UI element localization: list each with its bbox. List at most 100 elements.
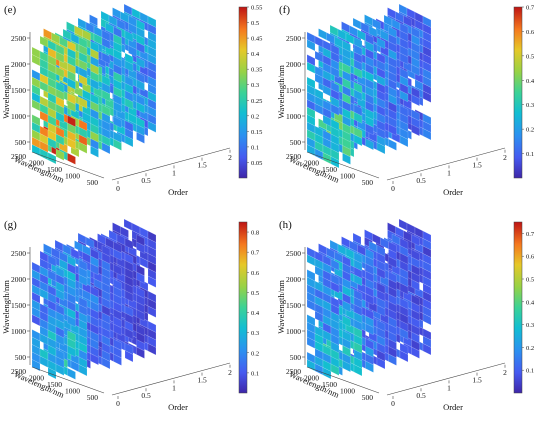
slice-cell	[330, 103, 340, 116]
colorbar-tick-label: 0.5	[526, 277, 534, 284]
slice-cell	[78, 96, 88, 109]
y-axis-label: Wavelength/nm	[1, 65, 11, 119]
x-tick-label: 0.5	[416, 391, 426, 400]
z-tick-label: 1500	[322, 165, 337, 174]
colorbar: 0.1 0.2 0.3 0.4 0.5 0.6 0.7	[513, 5, 535, 179]
y-tick-label: 1500	[286, 301, 301, 310]
y-axis: 2500 2000 1500 1000 500 Wavelength/nm	[1, 247, 31, 365]
z-axis-line	[31, 366, 105, 394]
slice-cell	[365, 360, 374, 373]
z-tick-label: 500	[362, 393, 374, 402]
slice-cell	[422, 343, 432, 356]
slice-cell	[101, 52, 111, 65]
z-tick-label: 1000	[340, 387, 355, 396]
x-tick-label: 0	[391, 399, 395, 408]
slice-cell	[113, 116, 122, 129]
z-tick-label: 1000	[65, 387, 80, 396]
slice-cell	[55, 51, 65, 64]
slice-cell	[365, 138, 374, 151]
slice-cell	[55, 288, 65, 301]
slice-cell	[55, 333, 65, 346]
slice-cell	[353, 364, 363, 377]
slice-cell	[376, 267, 386, 280]
colorbar-tick-label: 0.2	[526, 127, 534, 134]
z-tick-label: 500	[87, 178, 99, 187]
y-axis: 2500 2000 1500 1000 500 Wavelength/nm	[1, 32, 31, 150]
slice-cell	[55, 66, 65, 79]
x-axis-line	[111, 147, 231, 181]
z-tick-label: 1500	[47, 165, 62, 174]
y-tick-label: 500	[290, 138, 302, 147]
x-tick-label: 0	[391, 184, 395, 193]
colorbar-tick-label: 0.7	[251, 250, 260, 257]
colorbar-tick-label: 0.4	[526, 299, 535, 306]
slice-cell	[330, 66, 340, 79]
colorbar-tick-label: 0.4	[251, 51, 260, 58]
slice-cell	[353, 111, 363, 124]
slice-cell	[136, 56, 145, 69]
z-axis-line	[306, 366, 380, 394]
y-axis-label: Wavelength/nm	[276, 65, 286, 119]
slice-cell	[411, 64, 420, 77]
x-tick-label: 1	[447, 383, 451, 392]
slice-cell	[376, 304, 386, 317]
colorbar-tick-label: 0.7	[526, 5, 535, 12]
panel-g: (g)2500200015001000500Wavelength/nm25002…	[1, 218, 260, 412]
slice-cell	[113, 323, 122, 336]
z-tick-label: 500	[87, 393, 99, 402]
slice-cell	[399, 90, 409, 103]
slice-cell	[330, 258, 340, 271]
y-tick-label: 1500	[286, 86, 301, 95]
x-tick-label: 2	[503, 153, 507, 162]
x-axis: 0 0.5 1 1.5 2 Order	[386, 362, 507, 412]
colorbar-tick-label: 0.5	[251, 20, 259, 27]
slice-cell	[113, 263, 122, 276]
slice-cell	[124, 350, 134, 363]
slice-stack	[306, 3, 432, 169]
slice-cell	[388, 353, 397, 366]
slice-stack	[306, 218, 432, 380]
slice-cell	[365, 323, 374, 336]
x-axis-line	[111, 362, 231, 396]
slice-cell	[67, 152, 76, 165]
slice-cell	[78, 141, 88, 154]
slice-stack	[31, 218, 157, 380]
z-tick-label: 2500	[286, 152, 301, 161]
colorbar-tick-label: 0.55	[251, 5, 262, 12]
x-tick-label: 2	[503, 368, 507, 377]
slice-cell	[124, 30, 134, 43]
slice-cell	[67, 345, 76, 358]
colorbar-tick-label: 0.1	[251, 370, 259, 377]
y-tick-label: 2500	[11, 249, 26, 258]
slice-cell	[136, 131, 145, 144]
slice-cell	[101, 357, 111, 370]
x-tick-label: 1	[172, 383, 176, 392]
x-tick-label: 1.5	[197, 161, 207, 170]
y-axis-label: Wavelength/nm	[276, 280, 286, 334]
colorbar-bar	[513, 6, 523, 179]
slice-cell	[353, 89, 363, 102]
colorbar-tick-label: 0.3	[251, 330, 259, 337]
slice-cell	[399, 135, 409, 148]
colorbar-tick-label: 0.3	[251, 82, 259, 89]
slice-cell	[422, 128, 432, 141]
x-tick-label: 0.5	[141, 176, 151, 185]
slice-cell	[124, 327, 134, 340]
x-tick-label: 1.5	[472, 161, 482, 170]
slice-cell	[376, 142, 386, 155]
colorbar-tick-label: 0.5	[526, 53, 534, 60]
colorbar: 0.05 0.1 0.15 0.2 0.25 0.3 0.35 0.4 0.45 0.5 0.55	[238, 5, 262, 179]
slice-cell	[113, 101, 122, 114]
slice-cell	[113, 353, 122, 366]
slice-cell	[411, 279, 420, 292]
y-axis-label: Wavelength/nm	[1, 280, 11, 334]
y-tick-label: 1000	[11, 327, 26, 336]
slice-cell	[55, 133, 65, 146]
slice-cell	[388, 123, 397, 136]
slice-cell	[136, 41, 145, 54]
slice-cell	[422, 90, 432, 103]
slice-cell	[136, 101, 145, 114]
colorbar-bar	[238, 221, 248, 394]
colorbar-tick-label: 0.6	[526, 254, 535, 261]
